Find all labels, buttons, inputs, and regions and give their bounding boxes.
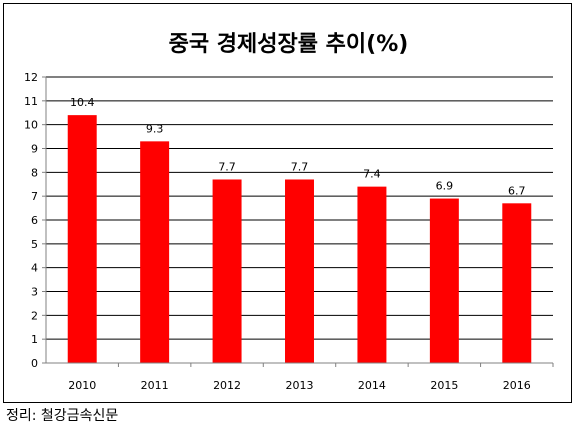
bar-2013	[285, 179, 314, 363]
data-label-2011: 9.3	[146, 122, 164, 135]
y-tick-label: 3	[31, 286, 38, 299]
y-tick-label: 6	[31, 214, 38, 227]
data-label-2012: 7.7	[218, 160, 236, 173]
data-label-2014: 7.4	[363, 168, 381, 181]
bar-2010	[67, 115, 97, 363]
data-label-2015: 6.9	[436, 180, 454, 193]
chart-frame: 중국 경제성장률 추이(%) 0 1 2 3 4 5 6 7 8 9 10 11 12 10.4 2010 9…	[3, 3, 572, 403]
x-tick-label-2016: 2016	[503, 379, 531, 392]
y-tick-label: 2	[31, 309, 38, 322]
source-note: 정리: 철강금속신문	[6, 408, 119, 424]
chart-title: 중국 경제성장률 추이(%)	[168, 32, 409, 57]
x-tick-label-2014: 2014	[358, 379, 386, 392]
y-tick-label: 11	[24, 95, 38, 108]
x-tick-label-2015: 2015	[430, 379, 458, 392]
y-tick-label: 5	[31, 238, 38, 251]
bar-2014	[357, 186, 387, 363]
bar-2011	[140, 141, 170, 363]
bars	[67, 115, 532, 363]
y-tick-label: 4	[31, 262, 38, 275]
y-tick-label: 8	[31, 166, 38, 179]
x-tick-label-2013: 2013	[286, 379, 314, 392]
bar-2016	[502, 203, 532, 363]
bar-2012	[212, 179, 242, 363]
data-label-2010: 10.4	[70, 96, 95, 109]
y-tick-label: 9	[31, 143, 38, 156]
x-tick-label-2012: 2012	[213, 379, 241, 392]
data-label-2016: 6.7	[508, 184, 526, 197]
bar-chart: 012345678910111210.420109.320117.720127.…	[24, 71, 554, 392]
y-tick-label: 12	[24, 71, 38, 84]
x-tick-label-2010: 2010	[68, 379, 96, 392]
bar-2015	[429, 198, 459, 363]
x-tick-label-2011: 2011	[141, 379, 169, 392]
labels: 012345678910111210.420109.320117.720127.…	[24, 71, 531, 392]
axes	[42, 76, 554, 367]
data-label-2013: 7.7	[291, 160, 309, 173]
y-tick-label: 7	[31, 190, 38, 203]
y-tick-label: 0	[31, 357, 38, 370]
y-tick-label: 10	[24, 119, 38, 132]
y-tick-label: 1	[31, 333, 38, 346]
